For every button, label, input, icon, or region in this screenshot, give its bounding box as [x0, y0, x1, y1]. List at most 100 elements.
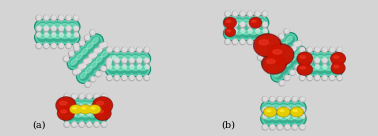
- Ellipse shape: [145, 58, 149, 62]
- Ellipse shape: [262, 113, 275, 125]
- Ellipse shape: [314, 75, 320, 81]
- Ellipse shape: [80, 72, 86, 78]
- Ellipse shape: [130, 65, 134, 69]
- Ellipse shape: [331, 55, 340, 63]
- Ellipse shape: [85, 67, 91, 73]
- Ellipse shape: [272, 105, 280, 109]
- Ellipse shape: [57, 106, 74, 120]
- Ellipse shape: [265, 105, 272, 109]
- Ellipse shape: [241, 22, 245, 26]
- Ellipse shape: [276, 111, 291, 126]
- Ellipse shape: [52, 26, 56, 30]
- Ellipse shape: [53, 33, 62, 41]
- Ellipse shape: [74, 33, 78, 37]
- Ellipse shape: [86, 94, 92, 99]
- Ellipse shape: [265, 115, 272, 120]
- Ellipse shape: [87, 122, 91, 126]
- Ellipse shape: [80, 41, 84, 45]
- Ellipse shape: [96, 47, 102, 53]
- Ellipse shape: [93, 97, 113, 114]
- Ellipse shape: [235, 30, 242, 34]
- Ellipse shape: [79, 46, 91, 58]
- Ellipse shape: [331, 62, 345, 74]
- Ellipse shape: [305, 51, 321, 66]
- Ellipse shape: [277, 107, 290, 117]
- Ellipse shape: [139, 55, 147, 60]
- Ellipse shape: [58, 26, 64, 31]
- Ellipse shape: [225, 27, 238, 39]
- Ellipse shape: [287, 51, 302, 66]
- Ellipse shape: [43, 21, 56, 33]
- Ellipse shape: [274, 40, 278, 43]
- Ellipse shape: [90, 77, 96, 82]
- Ellipse shape: [74, 44, 78, 47]
- Ellipse shape: [263, 29, 267, 33]
- Ellipse shape: [330, 76, 334, 79]
- Ellipse shape: [280, 81, 284, 85]
- Ellipse shape: [294, 105, 302, 109]
- Ellipse shape: [292, 107, 297, 113]
- Ellipse shape: [36, 31, 49, 43]
- Ellipse shape: [300, 59, 305, 65]
- Ellipse shape: [274, 70, 282, 79]
- Ellipse shape: [248, 22, 252, 26]
- Ellipse shape: [114, 53, 127, 65]
- Ellipse shape: [283, 58, 295, 70]
- Ellipse shape: [225, 18, 235, 27]
- Ellipse shape: [122, 58, 127, 62]
- Ellipse shape: [273, 44, 286, 57]
- Ellipse shape: [280, 105, 287, 109]
- Ellipse shape: [53, 24, 61, 28]
- Ellipse shape: [105, 51, 121, 66]
- Ellipse shape: [73, 107, 76, 109]
- Ellipse shape: [308, 48, 312, 52]
- Ellipse shape: [321, 51, 336, 66]
- Ellipse shape: [65, 94, 69, 98]
- Ellipse shape: [247, 27, 260, 39]
- Ellipse shape: [121, 47, 127, 53]
- Ellipse shape: [37, 44, 41, 47]
- Ellipse shape: [227, 18, 235, 27]
- Ellipse shape: [123, 65, 132, 74]
- Ellipse shape: [328, 51, 343, 66]
- Ellipse shape: [324, 65, 333, 74]
- Ellipse shape: [261, 111, 276, 126]
- Ellipse shape: [278, 108, 289, 116]
- Ellipse shape: [242, 20, 250, 24]
- Ellipse shape: [86, 105, 92, 110]
- Ellipse shape: [267, 68, 272, 74]
- Ellipse shape: [51, 43, 56, 49]
- Ellipse shape: [99, 49, 112, 61]
- Ellipse shape: [263, 55, 275, 67]
- Ellipse shape: [115, 48, 119, 52]
- Ellipse shape: [50, 19, 65, 34]
- Ellipse shape: [45, 16, 48, 20]
- Ellipse shape: [232, 11, 238, 17]
- Ellipse shape: [305, 54, 311, 60]
- Ellipse shape: [247, 11, 253, 17]
- Ellipse shape: [101, 111, 107, 117]
- Ellipse shape: [138, 48, 141, 52]
- Ellipse shape: [226, 29, 230, 33]
- Ellipse shape: [246, 26, 261, 41]
- Ellipse shape: [105, 62, 121, 77]
- Ellipse shape: [231, 16, 246, 30]
- Ellipse shape: [301, 58, 304, 62]
- Ellipse shape: [287, 115, 295, 120]
- Ellipse shape: [86, 110, 99, 122]
- Ellipse shape: [223, 26, 239, 41]
- Ellipse shape: [256, 12, 260, 16]
- Ellipse shape: [293, 114, 297, 118]
- Ellipse shape: [283, 52, 288, 58]
- Ellipse shape: [255, 17, 267, 29]
- Ellipse shape: [263, 12, 267, 16]
- Ellipse shape: [84, 35, 90, 41]
- Ellipse shape: [274, 71, 280, 77]
- Ellipse shape: [227, 29, 235, 38]
- Ellipse shape: [271, 104, 280, 112]
- Ellipse shape: [94, 98, 111, 113]
- Ellipse shape: [65, 112, 69, 115]
- Ellipse shape: [277, 63, 290, 75]
- Ellipse shape: [136, 75, 142, 81]
- Ellipse shape: [324, 66, 332, 70]
